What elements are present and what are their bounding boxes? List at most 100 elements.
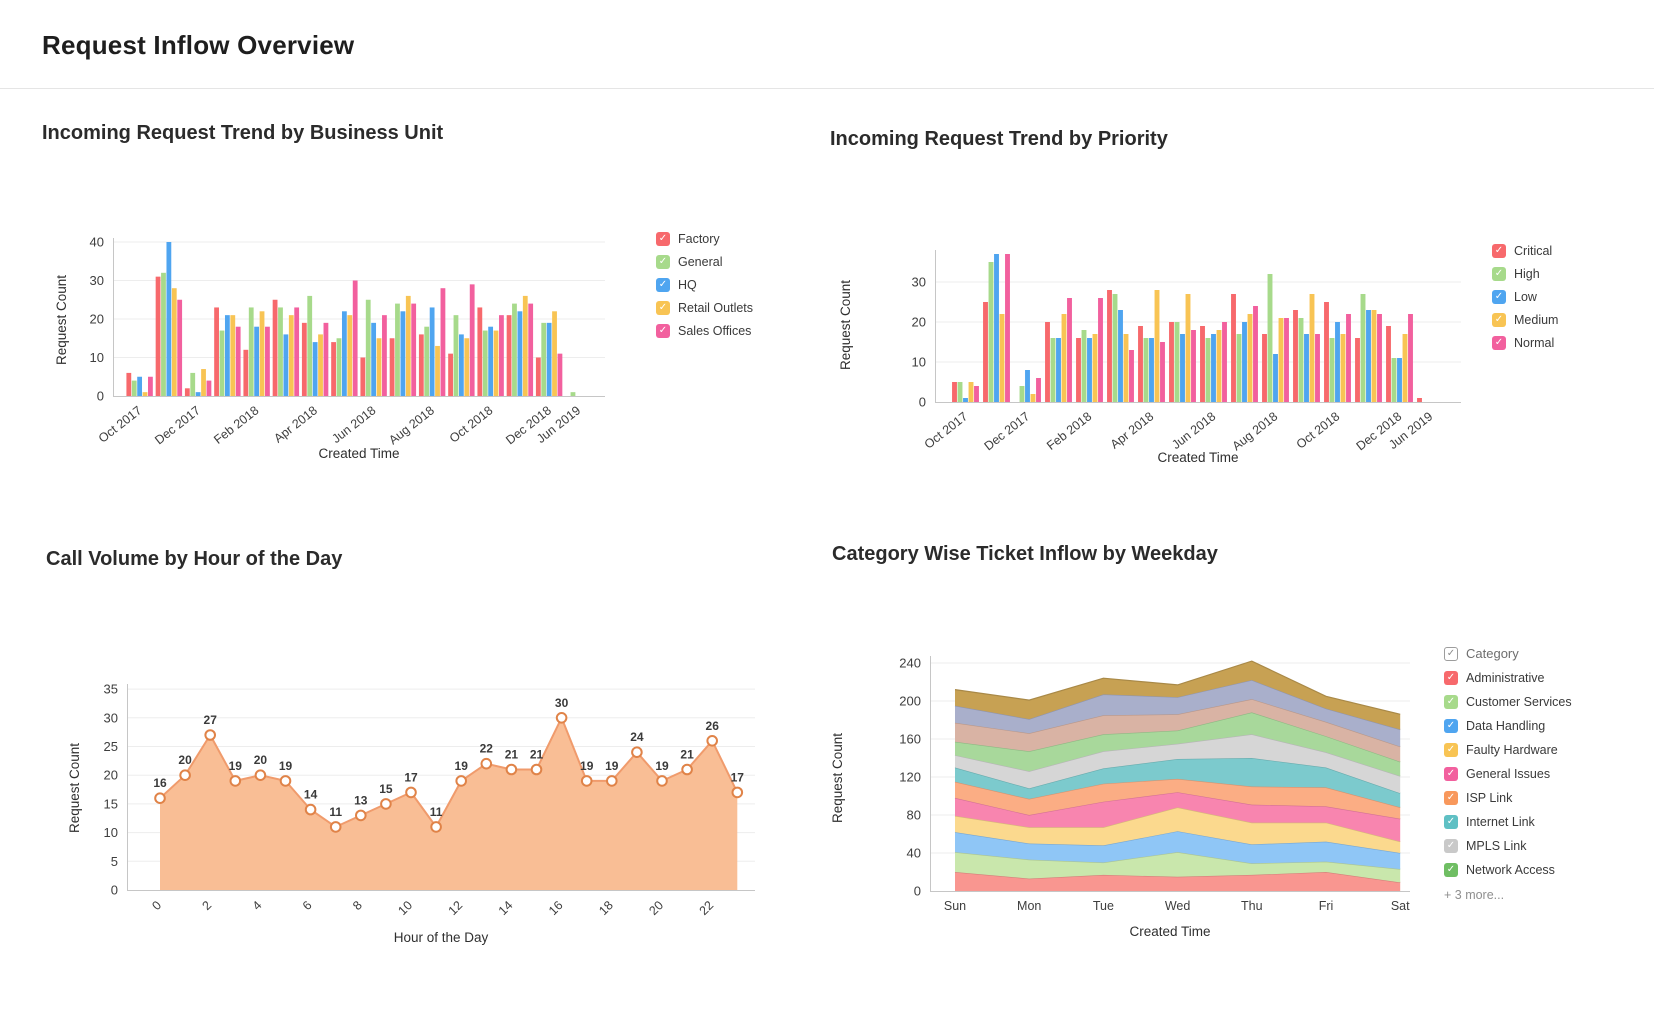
svg-text:20: 20 [178, 753, 192, 767]
legend-item-critical[interactable]: ✓ Critical [1492, 244, 1558, 258]
legend-item-label: Faulty Hardware [1466, 743, 1558, 757]
business-unit-bar-chart: 0 10 20 30 40 Request Count Created Time Oct 20… [54, 235, 605, 461]
svg-text:0: 0 [97, 389, 104, 404]
svg-text:Dec 2017: Dec 2017 [152, 403, 203, 447]
legend-item-general[interactable]: ✓ General [656, 255, 753, 269]
legend-item-hq[interactable]: ✓ HQ [656, 278, 753, 292]
legend-item-label: Network Access [1466, 863, 1555, 877]
legend-item-label: Data Handling [1466, 719, 1546, 733]
legend-item-label: ISP Link [1466, 791, 1513, 805]
svg-text:Request Count: Request Count [54, 275, 69, 365]
legend-item-general-issues[interactable]: ✓ General Issues [1444, 767, 1572, 781]
check-icon: ✓ [1444, 767, 1458, 781]
svg-text:0: 0 [149, 898, 164, 913]
priority-legend: ✓ Critical ✓ High ✓ Low ✓ Medium ✓ Normal [1492, 244, 1558, 350]
svg-text:0: 0 [111, 883, 118, 898]
legend-item-mpls-link[interactable]: ✓ MPLS Link [1444, 839, 1572, 853]
check-icon: ✓ [1492, 336, 1506, 350]
chart-title-priority: Incoming Request Trend by Priority [830, 128, 1168, 150]
chart-title-call-volume: Call Volume by Hour of the Day [46, 548, 343, 570]
svg-text:20: 20 [90, 312, 104, 327]
svg-text:4: 4 [250, 898, 265, 913]
legend-item-label: Critical [1514, 244, 1553, 258]
legend-item-label: Retail Outlets [678, 301, 754, 315]
svg-text:Wed: Wed [1165, 899, 1191, 913]
check-icon: ✓ [1444, 839, 1458, 853]
svg-text:80: 80 [907, 808, 921, 823]
legend-item-sales-offices[interactable]: ✓ Sales Offices [656, 324, 753, 338]
svg-text:10: 10 [912, 355, 926, 370]
svg-text:19: 19 [279, 759, 293, 773]
check-icon: ✓ [1444, 863, 1458, 877]
legend-item-high[interactable]: ✓ High [1492, 267, 1558, 281]
svg-text:30: 30 [90, 273, 104, 288]
legend-item-retail-outlets[interactable]: ✓ Retail Outlets [656, 301, 753, 315]
svg-text:30: 30 [104, 710, 118, 725]
svg-text:8: 8 [350, 898, 365, 913]
svg-text:Oct 2017: Oct 2017 [96, 403, 145, 445]
page-header: Request Inflow Overview [0, 0, 1654, 89]
legend-item-label: Normal [1514, 336, 1555, 350]
svg-text:10: 10 [395, 898, 415, 918]
legend-header-label: Category [1466, 646, 1519, 661]
svg-text:30: 30 [555, 696, 569, 710]
svg-text:200: 200 [899, 694, 921, 709]
svg-text:Oct 2017: Oct 2017 [922, 409, 971, 451]
svg-text:6: 6 [300, 898, 315, 913]
legend-item-normal[interactable]: ✓ Normal [1492, 336, 1558, 350]
svg-text:14: 14 [496, 898, 516, 918]
chart-title-category-weekday: Category Wise Ticket Inflow by Weekday [832, 543, 1218, 565]
svg-text:0: 0 [914, 884, 921, 899]
legend-item-label: Customer Services [1466, 695, 1572, 709]
check-icon: ✓ [656, 255, 670, 269]
svg-text:Created Time: Created Time [1157, 450, 1238, 465]
svg-text:Oct 2018: Oct 2018 [1294, 409, 1343, 451]
svg-text:30: 30 [912, 275, 926, 290]
svg-text:Hour of the Day: Hour of the Day [394, 930, 489, 945]
legend-item-label: Factory [678, 232, 720, 246]
svg-text:Apr 2018: Apr 2018 [1108, 409, 1157, 451]
svg-text:19: 19 [605, 759, 619, 773]
svg-text:160: 160 [899, 732, 921, 747]
svg-text:Request Count: Request Count [838, 280, 853, 370]
svg-text:Aug 2018: Aug 2018 [1230, 409, 1281, 453]
check-icon: ✓ [1444, 671, 1458, 685]
svg-text:120: 120 [899, 770, 921, 785]
legend-item-administrative[interactable]: ✓ Administrative [1444, 671, 1572, 685]
svg-text:2: 2 [200, 898, 215, 913]
svg-text:18: 18 [596, 898, 616, 918]
legend-item-internet-link[interactable]: ✓ Internet Link [1444, 815, 1572, 829]
svg-text:15: 15 [104, 796, 118, 811]
legend-item-low[interactable]: ✓ Low [1492, 290, 1558, 304]
business-unit-legend: ✓ Factory ✓ General ✓ HQ ✓ Retail Outlets ✓ Sales… [656, 232, 753, 338]
category-legend: ✓ Category ✓ Administrative ✓ Customer Servic… [1444, 646, 1572, 902]
svg-text:25: 25 [104, 739, 118, 754]
svg-text:Aug 2018: Aug 2018 [386, 403, 437, 447]
check-icon: ✓ [1492, 290, 1506, 304]
check-icon: ✓ [1444, 719, 1458, 733]
legend-item-label: General Issues [1466, 767, 1551, 781]
legend-more-link[interactable]: + 3 more... [1444, 888, 1505, 902]
svg-text:Mon: Mon [1017, 899, 1041, 913]
legend-item-label: HQ [678, 278, 697, 292]
svg-text:40: 40 [907, 846, 921, 861]
checkbox-icon: ✓ [1444, 646, 1458, 661]
legend-item-customer-services[interactable]: ✓ Customer Services [1444, 695, 1572, 709]
legend-item-medium[interactable]: ✓ Medium [1492, 313, 1558, 327]
legend-header-category[interactable]: ✓ Category [1444, 646, 1572, 661]
svg-text:240: 240 [899, 656, 921, 671]
legend-item-data-handling[interactable]: ✓ Data Handling [1444, 719, 1572, 733]
svg-text:20: 20 [104, 768, 118, 783]
svg-text:21: 21 [530, 748, 544, 762]
legend-item-isp-link[interactable]: ✓ ISP Link [1444, 791, 1572, 805]
legend-item-factory[interactable]: ✓ Factory [656, 232, 753, 246]
legend-item-label: Low [1514, 290, 1537, 304]
check-icon: ✓ [656, 324, 670, 338]
legend-item-faulty-hardware[interactable]: ✓ Faulty Hardware [1444, 743, 1572, 757]
svg-text:13: 13 [354, 793, 368, 807]
svg-text:Apr 2018: Apr 2018 [271, 403, 320, 445]
legend-item-network-access[interactable]: ✓ Network Access [1444, 863, 1572, 877]
svg-text:5: 5 [111, 854, 118, 869]
